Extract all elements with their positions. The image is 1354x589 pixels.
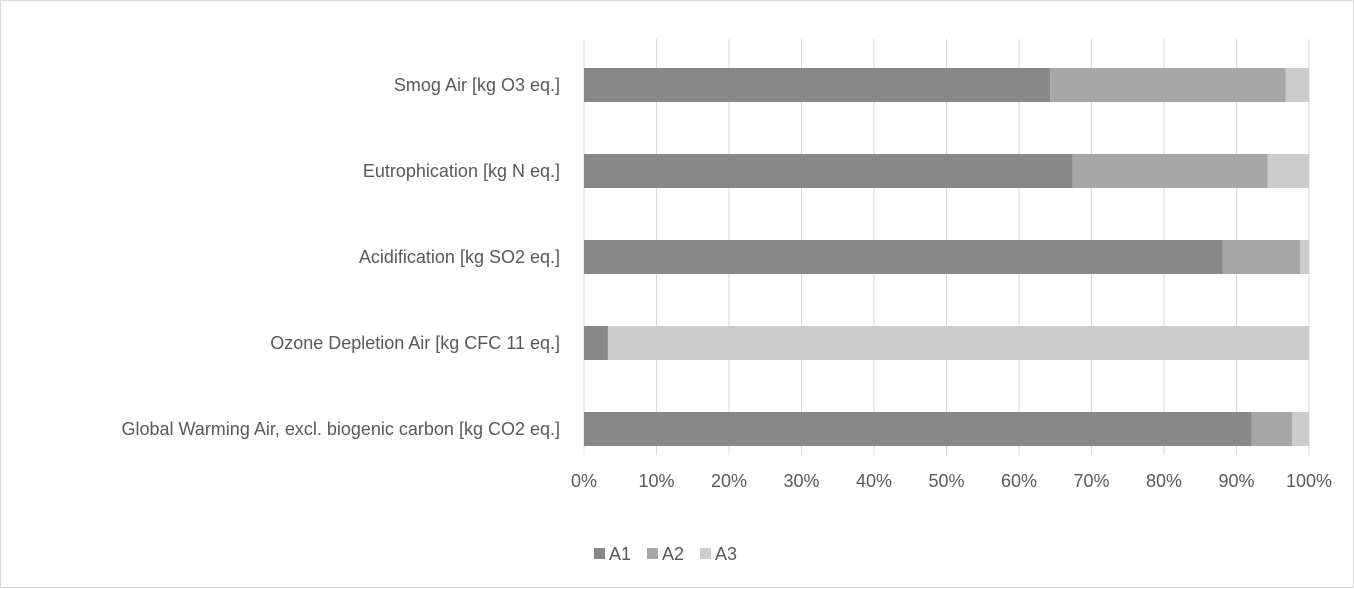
bar-segment-a2 xyxy=(1050,68,1286,102)
x-tick-label: 70% xyxy=(1073,471,1109,491)
legend-label-a2: A2 xyxy=(662,544,684,564)
legend-swatch-a1 xyxy=(594,548,605,559)
bars xyxy=(584,68,1309,446)
bar-segment-a1 xyxy=(584,240,1223,274)
x-tick-labels: 0% 10% 20% 30% 40% 50% 60% 70% 80% 90% 100% xyxy=(571,471,1332,491)
category-label: Eutrophication [kg N eq.] xyxy=(363,161,560,181)
bar-segment-a1 xyxy=(584,326,608,360)
x-tick-label: 20% xyxy=(711,471,747,491)
bar-segment-a2 xyxy=(1251,412,1293,446)
bar-segment-a3 xyxy=(1285,68,1309,102)
bar-segment-a3 xyxy=(1300,240,1309,274)
legend: A1 A2 A3 xyxy=(594,544,737,564)
x-tick-label: 40% xyxy=(856,471,892,491)
category-label: Global Warming Air, excl. biogenic carbo… xyxy=(121,419,560,439)
bar-segment-a3 xyxy=(607,326,1309,360)
legend-swatch-a3 xyxy=(700,548,711,559)
bar-segment-a2 xyxy=(1222,240,1301,274)
x-tick-label: 50% xyxy=(928,471,964,491)
x-tick-label: 0% xyxy=(571,471,597,491)
legend-swatch-a2 xyxy=(647,548,658,559)
category-labels: Smog Air [kg O3 eq.] Eutrophication [kg N… xyxy=(121,75,560,439)
bar-segment-a3 xyxy=(1267,154,1309,188)
x-tick-label: 90% xyxy=(1218,471,1254,491)
bar-segment-a2 xyxy=(1072,154,1268,188)
x-tick-label: 80% xyxy=(1146,471,1182,491)
legend-label-a1: A1 xyxy=(609,544,631,564)
x-tick-label: 100% xyxy=(1286,471,1332,491)
x-tick-label: 10% xyxy=(638,471,674,491)
category-label: Ozone Depletion Air [kg CFC 11 eq.] xyxy=(270,333,560,353)
x-tick-label: 60% xyxy=(1001,471,1037,491)
legend-label-a3: A3 xyxy=(715,544,737,564)
category-label: Smog Air [kg O3 eq.] xyxy=(394,75,560,95)
bar-segment-a1 xyxy=(584,154,1073,188)
x-tick-label: 30% xyxy=(783,471,819,491)
bar-segment-a1 xyxy=(584,412,1252,446)
category-label: Acidification [kg SO2 eq.] xyxy=(359,247,560,267)
bar-segment-a3 xyxy=(1292,412,1309,446)
bar-segment-a1 xyxy=(584,68,1051,102)
